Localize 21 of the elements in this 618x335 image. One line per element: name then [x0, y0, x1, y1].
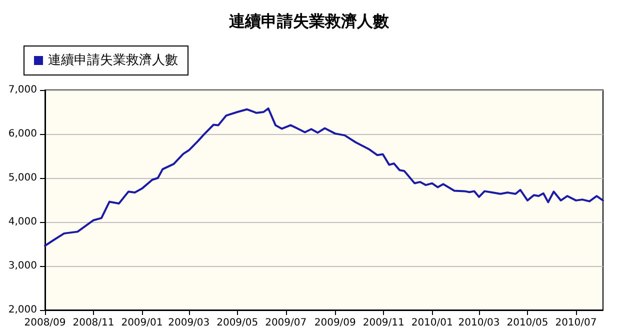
- y-tick-label: 6,000: [8, 128, 37, 140]
- y-tick-label: 5,000: [8, 172, 37, 184]
- x-tick-label: 2009/11: [362, 318, 404, 328]
- x-tick-label: 2010/01: [411, 318, 453, 328]
- x-tick-label: 2009/09: [314, 318, 356, 328]
- legend-label: 連續申請失業救濟人數: [48, 53, 178, 68]
- x-tick-label: 2009/03: [168, 318, 210, 328]
- line-series: [44, 107, 604, 247]
- x-tick-label: 2008/09: [24, 318, 66, 328]
- x-tick-label: 2010/07: [555, 318, 597, 328]
- x-tick-label: 2009/01: [121, 318, 163, 328]
- x-tick-label: 2010/03: [458, 318, 500, 328]
- y-tick-label: 2,000: [8, 304, 37, 316]
- x-tick-label: 2010/05: [506, 318, 548, 328]
- y-tick-label: 4,000: [8, 216, 37, 228]
- chart-title: 連續申請失業救濟人數: [229, 12, 390, 30]
- x-tick-label: 2009/05: [216, 318, 258, 328]
- y-tick-label: 7,000: [8, 84, 37, 96]
- y-tick-label: 3,000: [8, 260, 37, 272]
- x-tick-label: 2009/07: [265, 318, 307, 328]
- x-tick-label: 2008/11: [72, 318, 114, 328]
